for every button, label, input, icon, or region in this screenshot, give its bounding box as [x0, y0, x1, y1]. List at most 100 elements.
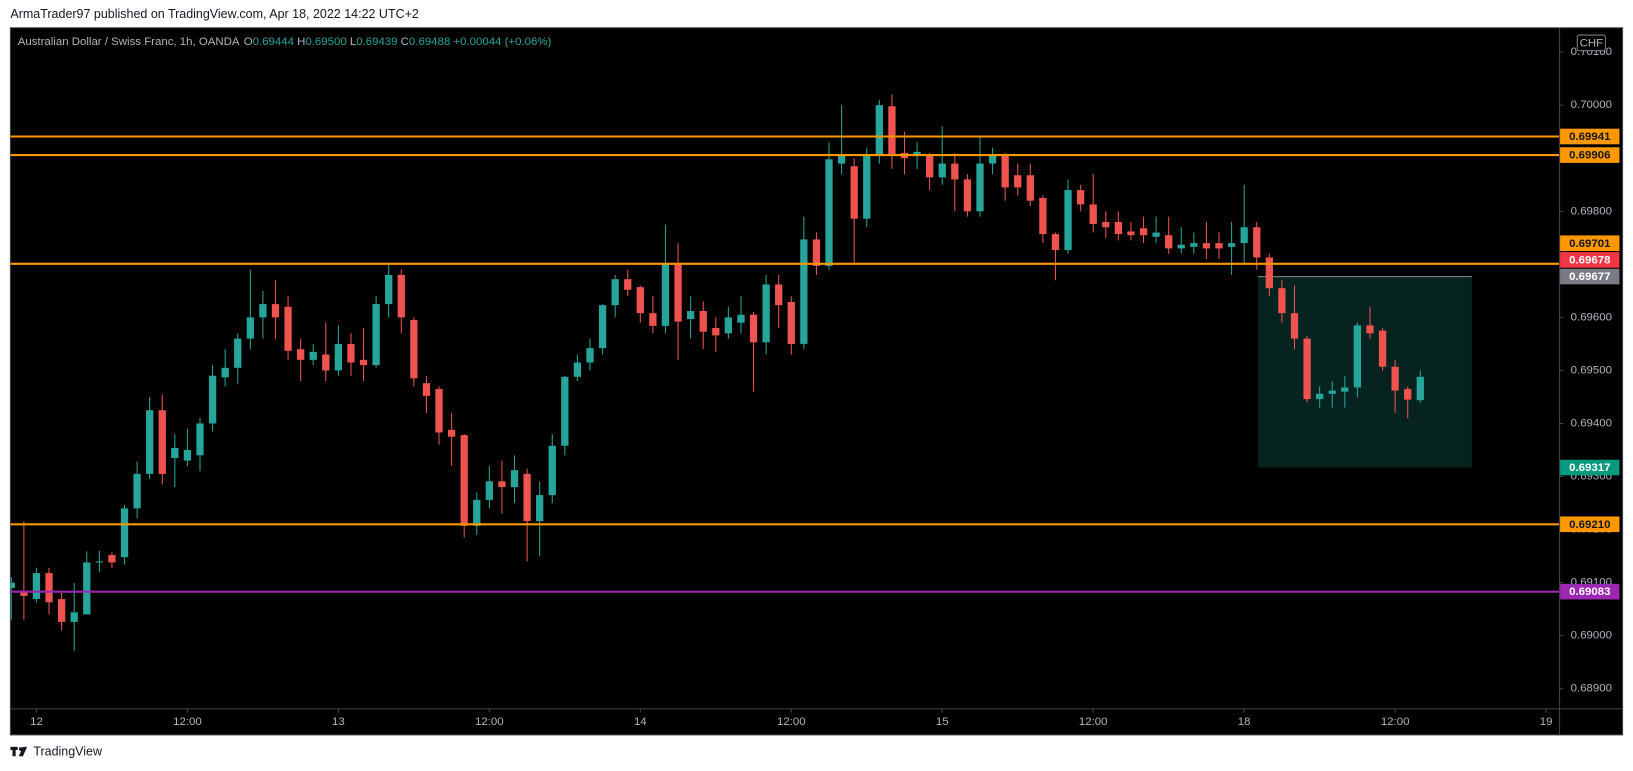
- candle-body: [1366, 325, 1374, 334]
- candle-body: [208, 375, 217, 424]
- candle-body: [1265, 257, 1273, 289]
- candle-body: [57, 599, 66, 622]
- candle-body: [296, 349, 305, 360]
- candle-body: [875, 105, 883, 156]
- price-tag: [1560, 235, 1620, 252]
- candle-body: [812, 239, 821, 266]
- ohlc-key: H: [297, 36, 305, 48]
- candle-body: [1416, 376, 1424, 401]
- logo-part: [12, 746, 16, 757]
- candle-body: [1127, 231, 1135, 236]
- logo-part: [18, 746, 28, 757]
- price-labels: 0.69083 0.69210 0.69317 0.69677 0.69678 0.697…: [1560, 128, 1620, 600]
- candle-body: [309, 351, 317, 360]
- candle-body: [221, 367, 229, 378]
- ohlc-value: 0.69444: [253, 36, 295, 48]
- candle-body: [1240, 227, 1248, 244]
- candle-body: [787, 302, 795, 344]
- candle-body: [699, 311, 707, 332]
- candle-body: [32, 573, 41, 600]
- candle-body: [762, 284, 770, 343]
- y-tick-label: 0.69600: [1571, 311, 1612, 323]
- candle-body: [1039, 198, 1047, 235]
- y-tick-label: 0.68900: [1571, 683, 1612, 695]
- candle-body: [1227, 243, 1236, 247]
- candle-body: [347, 343, 355, 363]
- tradingview-logo: [10, 746, 28, 757]
- candle-body: [397, 274, 405, 318]
- candle-body: [825, 159, 833, 266]
- candle-body: [888, 106, 896, 156]
- candle-body: [1303, 338, 1311, 400]
- candle-body: [359, 359, 368, 366]
- candle-body: [850, 166, 858, 219]
- candle-body: [95, 561, 104, 563]
- candle-body: [1202, 243, 1211, 249]
- candle-body: [183, 450, 192, 461]
- candle-body: [171, 447, 179, 458]
- candle-body: [573, 362, 582, 377]
- candle-body: [1001, 155, 1009, 188]
- candle-body: [1253, 227, 1261, 258]
- candle-body: [1165, 235, 1173, 249]
- candle-body: [1341, 387, 1349, 392]
- candle-body: [523, 473, 531, 522]
- price-tag-label: 0.69677: [1569, 271, 1610, 283]
- candle-body: [1064, 190, 1072, 251]
- x-tick-label: 12:00: [1381, 716, 1410, 728]
- candle-body: [800, 239, 808, 344]
- candle-body: [460, 435, 468, 526]
- candle-body: [498, 481, 506, 488]
- ohlc-key: O: [244, 36, 253, 48]
- x-tick-label: 14: [634, 716, 647, 728]
- candle-body: [963, 179, 972, 212]
- price-tag: [1560, 147, 1620, 163]
- plot-area: [10, 94, 1560, 652]
- candle-body: [913, 151, 921, 156]
- price-tag: [1560, 459, 1620, 476]
- candle-body: [749, 314, 758, 343]
- candle-body: [624, 279, 632, 290]
- price-tag-label: 0.69210: [1569, 519, 1610, 531]
- candle-body: [259, 304, 267, 318]
- currency-label: CHF: [1580, 37, 1604, 49]
- candle-body: [246, 317, 254, 339]
- currency-box: [1576, 34, 1606, 52]
- candle-body: [976, 163, 984, 212]
- candle-body: [661, 264, 670, 326]
- candle-body: [1391, 366, 1399, 391]
- y-tick-label: 0.70000: [1571, 99, 1612, 111]
- y-tick-label: 0.69000: [1571, 630, 1612, 642]
- price-tag: [1560, 128, 1620, 145]
- symbol-title: Australian Dollar / Swiss Franc, 1h, OAN…: [18, 36, 240, 48]
- candle-body: [10, 582, 15, 588]
- candle-body: [1139, 228, 1148, 236]
- price-tag-label: 0.69941: [1569, 131, 1611, 143]
- candle-body: [1378, 330, 1387, 367]
- candle-body: [837, 155, 846, 164]
- x-tick-label: 12:00: [475, 716, 504, 728]
- candle-body: [1190, 243, 1198, 247]
- candle-body: [322, 354, 330, 371]
- price-tag-label: 0.69678: [1569, 254, 1611, 266]
- candle-body: [649, 313, 657, 326]
- candle-body: [1102, 221, 1110, 228]
- candle-body: [951, 163, 959, 180]
- legend-line: Australian Dollar / Swiss Franc, 1h, OAN…: [18, 36, 552, 48]
- published-line: ArmaTrader97 published on TradingView.co…: [10, 7, 418, 21]
- candle-body: [473, 499, 481, 526]
- y-tick-label: 0.69500: [1571, 364, 1612, 376]
- x-tick-label: 19: [1540, 716, 1553, 728]
- candle-body: [1089, 204, 1097, 225]
- price-tag-label: 0.69317: [1569, 462, 1610, 474]
- candle-body: [1076, 190, 1085, 205]
- candle-body: [1353, 325, 1362, 388]
- price-tag: [1560, 583, 1620, 600]
- candle-body: [1290, 313, 1299, 339]
- x-tick-label: 15: [936, 716, 949, 728]
- candle-body: [863, 155, 871, 219]
- change-value: +0.00044 (+0.06%): [453, 36, 551, 48]
- candle-body: [1114, 221, 1123, 235]
